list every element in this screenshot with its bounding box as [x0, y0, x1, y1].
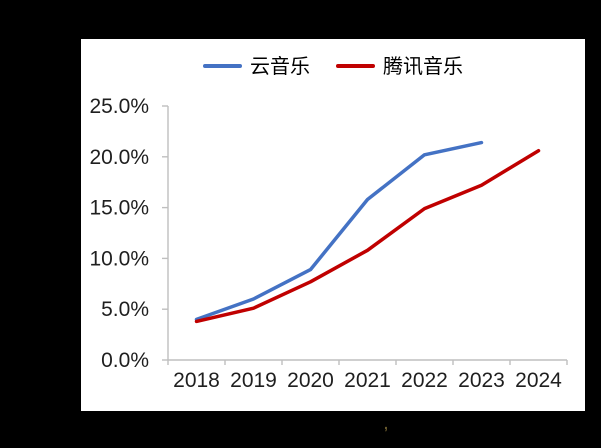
x-tick-label: 2024	[515, 369, 562, 392]
legend-item-cloud-music: 云音乐	[203, 55, 310, 77]
x-tick-label: 2021	[344, 369, 391, 392]
x-tick-label: 2020	[287, 369, 334, 392]
y-tick-label: 25.0%	[89, 95, 149, 118]
y-tick-label: 5.0%	[101, 298, 149, 321]
y-tick-label: 15.0%	[89, 197, 149, 220]
y-tick-label: 10.0%	[89, 247, 149, 270]
legend-line-marker-blue	[203, 64, 242, 68]
x-tick-label: 2019	[230, 369, 277, 392]
legend: 云音乐 腾讯音乐	[81, 53, 585, 79]
line-chart: 0.0% 5.0% 10.0% 15.0% 20.0% 25.0% 2018 2019 2020…	[89, 95, 568, 392]
legend-item-tencent-music: 腾讯音乐	[336, 55, 463, 77]
x-tick-label: 2018	[173, 369, 220, 392]
legend-label-tencent-music: 腾讯音乐	[383, 54, 463, 78]
watermark-mark: ,	[384, 416, 388, 432]
legend-label-cloud-music: 云音乐	[250, 54, 310, 78]
x-tick-label: 2022	[401, 369, 448, 392]
chart-panel: 云音乐 腾讯音乐 0.0% 5.0% 10.0% 15.0% 20.0% 25.0% 201…	[81, 39, 585, 411]
x-tick-label: 2023	[458, 369, 505, 392]
y-tick-label: 0.0%	[101, 349, 149, 372]
y-tick-label: 20.0%	[89, 146, 149, 169]
series-line-0	[194, 140, 484, 322]
series-line-1	[194, 148, 541, 324]
legend-line-marker-red	[336, 64, 375, 68]
